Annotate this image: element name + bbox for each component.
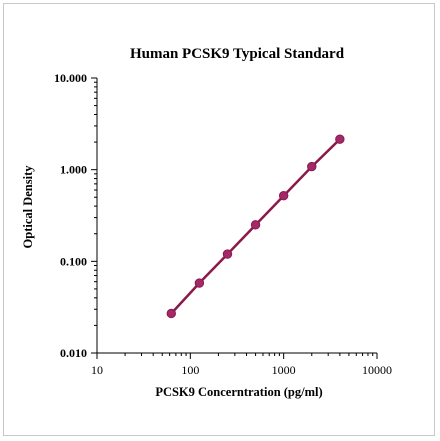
data-point	[194, 278, 205, 288]
x-axis-ticks: 10 100 1000 10000	[91, 353, 392, 377]
y-tick-label: 0.010	[60, 346, 87, 360]
y-tick-label: 1.000	[60, 163, 87, 177]
data-point	[335, 134, 345, 144]
data-point	[222, 249, 233, 259]
x-tick-label: 100	[181, 363, 199, 377]
data-point	[278, 190, 289, 201]
x-axis-label: PCSK9 Concerntration (pg/ml)	[155, 385, 322, 399]
axes	[96, 78, 377, 354]
data-point	[166, 308, 176, 319]
y-tick-label: 0.100	[60, 254, 87, 268]
data-point	[307, 161, 317, 172]
x-tick-label: 10	[91, 363, 103, 377]
chart: Human PCSK9 Typical Standard 10 100 1000 10…	[21, 46, 392, 399]
chart-title: Human PCSK9 Typical Standard	[130, 46, 345, 62]
data-points	[166, 134, 345, 319]
y-tick-label: 10.000	[54, 71, 87, 85]
chart-frame: Human PCSK9 Typical Standard 10 100 1000 10…	[3, 3, 435, 436]
y-axis-label: Optical Density	[21, 165, 35, 249]
x-tick-label: 10000	[362, 363, 392, 377]
data-point	[250, 220, 261, 230]
x-tick-label: 1000	[272, 363, 296, 377]
y-axis-ticks: 10.000 1.000 0.100 0.010	[54, 71, 97, 360]
